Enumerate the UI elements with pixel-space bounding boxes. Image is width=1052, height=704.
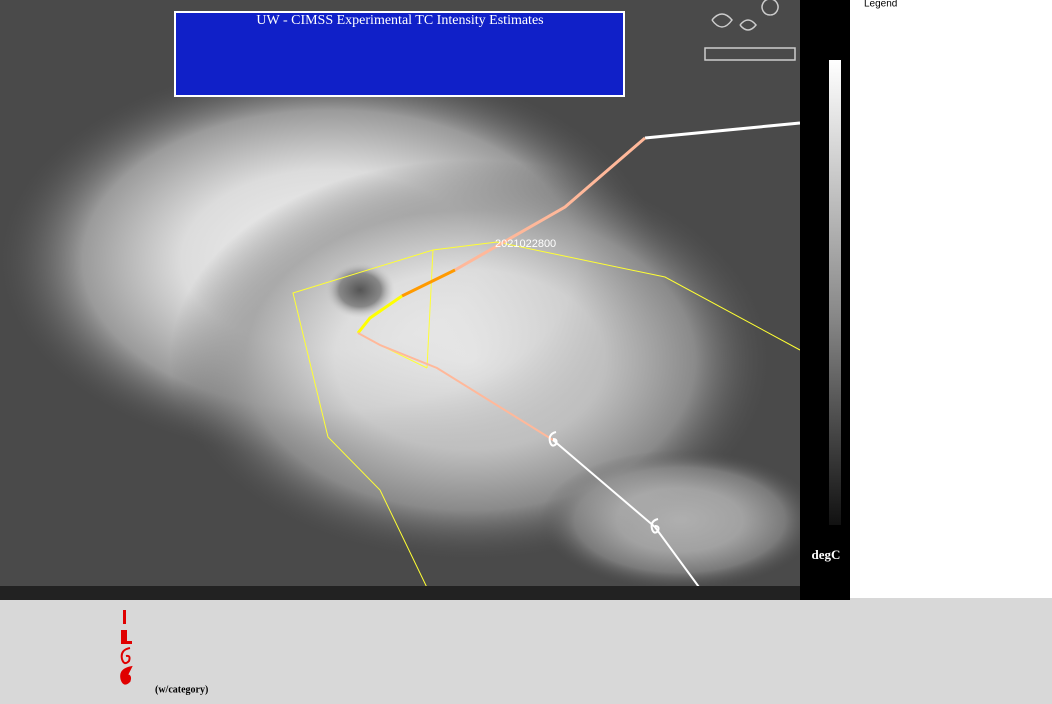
logo-box	[704, 47, 796, 61]
colorbar	[829, 60, 841, 525]
best-track	[356, 121, 801, 334]
track-segment	[644, 121, 801, 140]
colorbar-unit: degC	[812, 547, 841, 562]
cloud-band	[540, 450, 820, 590]
footer-bar	[0, 586, 800, 600]
header-title: UW - CIMSS Experimental TC Intensity Est…	[256, 13, 543, 28]
eye	[325, 262, 395, 318]
hurricane-icon	[120, 665, 133, 685]
legend-title: Legend	[864, 0, 897, 10]
legend-panel	[850, 0, 1052, 598]
storm-icon	[120, 647, 131, 665]
colorbar-panel	[800, 0, 850, 600]
symbol-icons	[120, 610, 133, 685]
cone-edge	[292, 241, 498, 599]
key-note: (w/category)	[155, 684, 208, 695]
depression-icon	[121, 630, 132, 644]
cone-edge	[496, 241, 801, 351]
track-segment	[454, 136, 646, 272]
track-segment	[357, 332, 554, 441]
track-label: 2021022800	[495, 238, 556, 250]
track-segment	[401, 268, 456, 298]
storm-symbol	[650, 518, 660, 534]
cimss-logo	[704, 0, 796, 61]
cone-edge	[426, 249, 434, 369]
track-segment	[356, 294, 403, 334]
logo-shape	[711, 0, 779, 31]
header-box	[174, 11, 625, 97]
storm-symbol	[548, 431, 558, 447]
storm-symbols	[548, 431, 660, 534]
invest-icon	[123, 610, 126, 624]
